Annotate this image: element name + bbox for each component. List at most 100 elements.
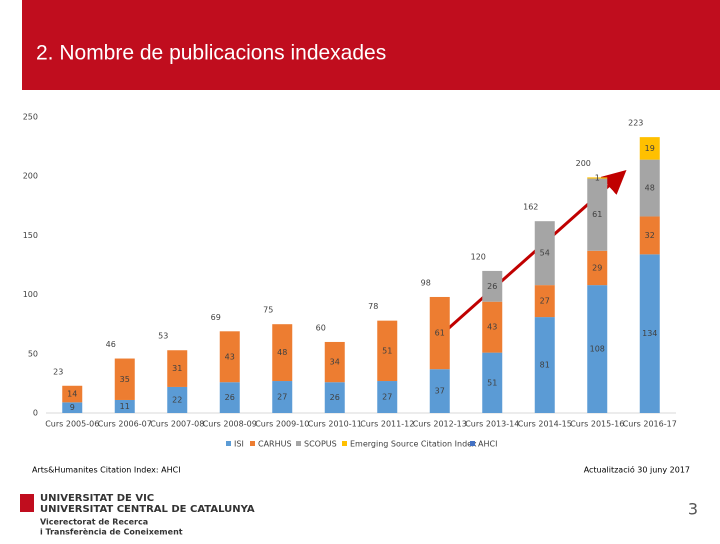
bar-segment <box>482 301 503 353</box>
logo-line: UNIVERSITAT DE VIC <box>40 493 154 504</box>
x-tick-label: Curs 2016-17 <box>623 420 677 429</box>
bar-segment <box>272 381 293 413</box>
value-label: 14 <box>67 390 77 399</box>
value-label: 11 <box>120 402 130 411</box>
value-label: 32 <box>645 231 655 240</box>
y-tick-label: 50 <box>28 349 38 358</box>
bar-segment <box>377 381 398 413</box>
logo-line: Vicerectorat de Recerca <box>40 518 148 527</box>
bar-segment <box>639 159 660 217</box>
value-label: 29 <box>592 263 602 272</box>
value-label: 37 <box>435 387 445 396</box>
legend-label: ISI <box>234 440 244 449</box>
bar-segment <box>377 320 398 382</box>
total-label: 200 <box>576 159 591 168</box>
value-label: 54 <box>540 249 550 258</box>
bar-segment <box>324 382 345 413</box>
y-tick-label: 100 <box>23 290 38 299</box>
bar-segment <box>587 285 608 413</box>
bar-segment <box>534 285 555 318</box>
logo-line: i Transferència de Coneixement <box>40 527 183 537</box>
bar-segment <box>534 221 555 286</box>
bar-segment <box>62 385 83 403</box>
legend-swatch <box>296 441 301 446</box>
bar-segment <box>324 341 345 383</box>
bar-segment <box>587 250 608 286</box>
total-label: 60 <box>316 323 326 332</box>
bar-segment <box>167 350 188 387</box>
y-tick-label: 150 <box>23 231 38 240</box>
legend-label: CARHUS <box>258 440 292 449</box>
total-label: 53 <box>158 332 168 341</box>
value-label: 26 <box>225 393 235 402</box>
x-tick-label: Curs 2012-13 <box>413 420 467 429</box>
bar-segment <box>62 402 83 413</box>
update-note: Actualització 30 juny 2017 <box>584 465 690 475</box>
value-label: 48 <box>277 348 287 357</box>
header-band <box>22 0 720 90</box>
bar-segment <box>429 369 450 413</box>
value-label: 34 <box>330 358 340 367</box>
value-label: 27 <box>540 297 550 306</box>
x-tick-label: Curs 2015-16 <box>570 420 624 429</box>
x-tick-label: Curs 2009-10 <box>255 420 309 429</box>
y-tick-label: 250 <box>23 113 38 122</box>
value-label: 22 <box>172 395 182 404</box>
bar-segment <box>482 270 503 302</box>
value-label: 48 <box>645 184 655 193</box>
value-label: 27 <box>382 393 392 402</box>
value-label: 108 <box>590 345 605 354</box>
total-label: 69 <box>211 313 221 322</box>
value-label: 26 <box>330 393 340 402</box>
value-label: 43 <box>225 352 235 361</box>
legend-label: SCOPUS <box>304 440 337 449</box>
x-tick-label: Curs 2013-14 <box>465 420 519 429</box>
total-label: 46 <box>106 340 116 349</box>
legend-swatch <box>250 441 255 446</box>
value-label: 1 <box>595 173 600 182</box>
legend-label: Emerging Source Citation Index <box>350 440 477 449</box>
bar-segment <box>219 382 240 413</box>
total-label: 78 <box>368 302 378 311</box>
value-label: 35 <box>120 375 130 384</box>
bar-segment <box>587 177 608 179</box>
x-tick-label: Curs 2005-06 <box>45 420 99 429</box>
total-label: 98 <box>421 278 431 287</box>
x-tick-label: Curs 2014-15 <box>518 420 572 429</box>
value-label: 51 <box>382 346 392 355</box>
bar-segment <box>272 324 293 382</box>
slide-title: 2. Nombre de publicacions indexades <box>36 42 386 65</box>
footnote: Arts&Humanites Citation Index: AHCI <box>32 466 181 475</box>
value-label: 81 <box>540 361 550 370</box>
value-label: 43 <box>487 323 497 332</box>
x-tick-label: Curs 2010-11 <box>308 420 362 429</box>
value-label: 27 <box>277 393 287 402</box>
bar-segment <box>114 399 135 413</box>
value-label: 9 <box>70 403 75 412</box>
x-tick-label: Curs 2011-12 <box>360 420 414 429</box>
bar-segment <box>482 352 503 413</box>
bar-segment <box>639 254 660 413</box>
value-label: 61 <box>592 210 602 219</box>
bar-segment <box>639 216 660 255</box>
x-tick-label: Curs 2008-09 <box>203 420 257 429</box>
total-label: 120 <box>471 252 486 261</box>
legend-swatch <box>342 441 347 446</box>
x-tick-label: Curs 2006-07 <box>98 420 152 429</box>
value-label: 19 <box>645 144 655 153</box>
bar-segment <box>219 331 240 383</box>
bar-segment <box>587 178 608 251</box>
legend-label: AHCI <box>478 440 497 449</box>
bar-segment <box>114 358 135 400</box>
y-tick-label: 0 <box>33 409 38 418</box>
bar-segment <box>429 296 450 370</box>
page-number: 3 <box>688 500 698 519</box>
legend-swatch <box>226 441 231 446</box>
y-tick-label: 200 <box>23 172 38 181</box>
total-label: 23 <box>53 367 63 376</box>
value-label: 51 <box>487 378 497 387</box>
value-label: 26 <box>487 282 497 291</box>
total-label: 223 <box>628 119 643 128</box>
value-label: 61 <box>435 329 445 338</box>
